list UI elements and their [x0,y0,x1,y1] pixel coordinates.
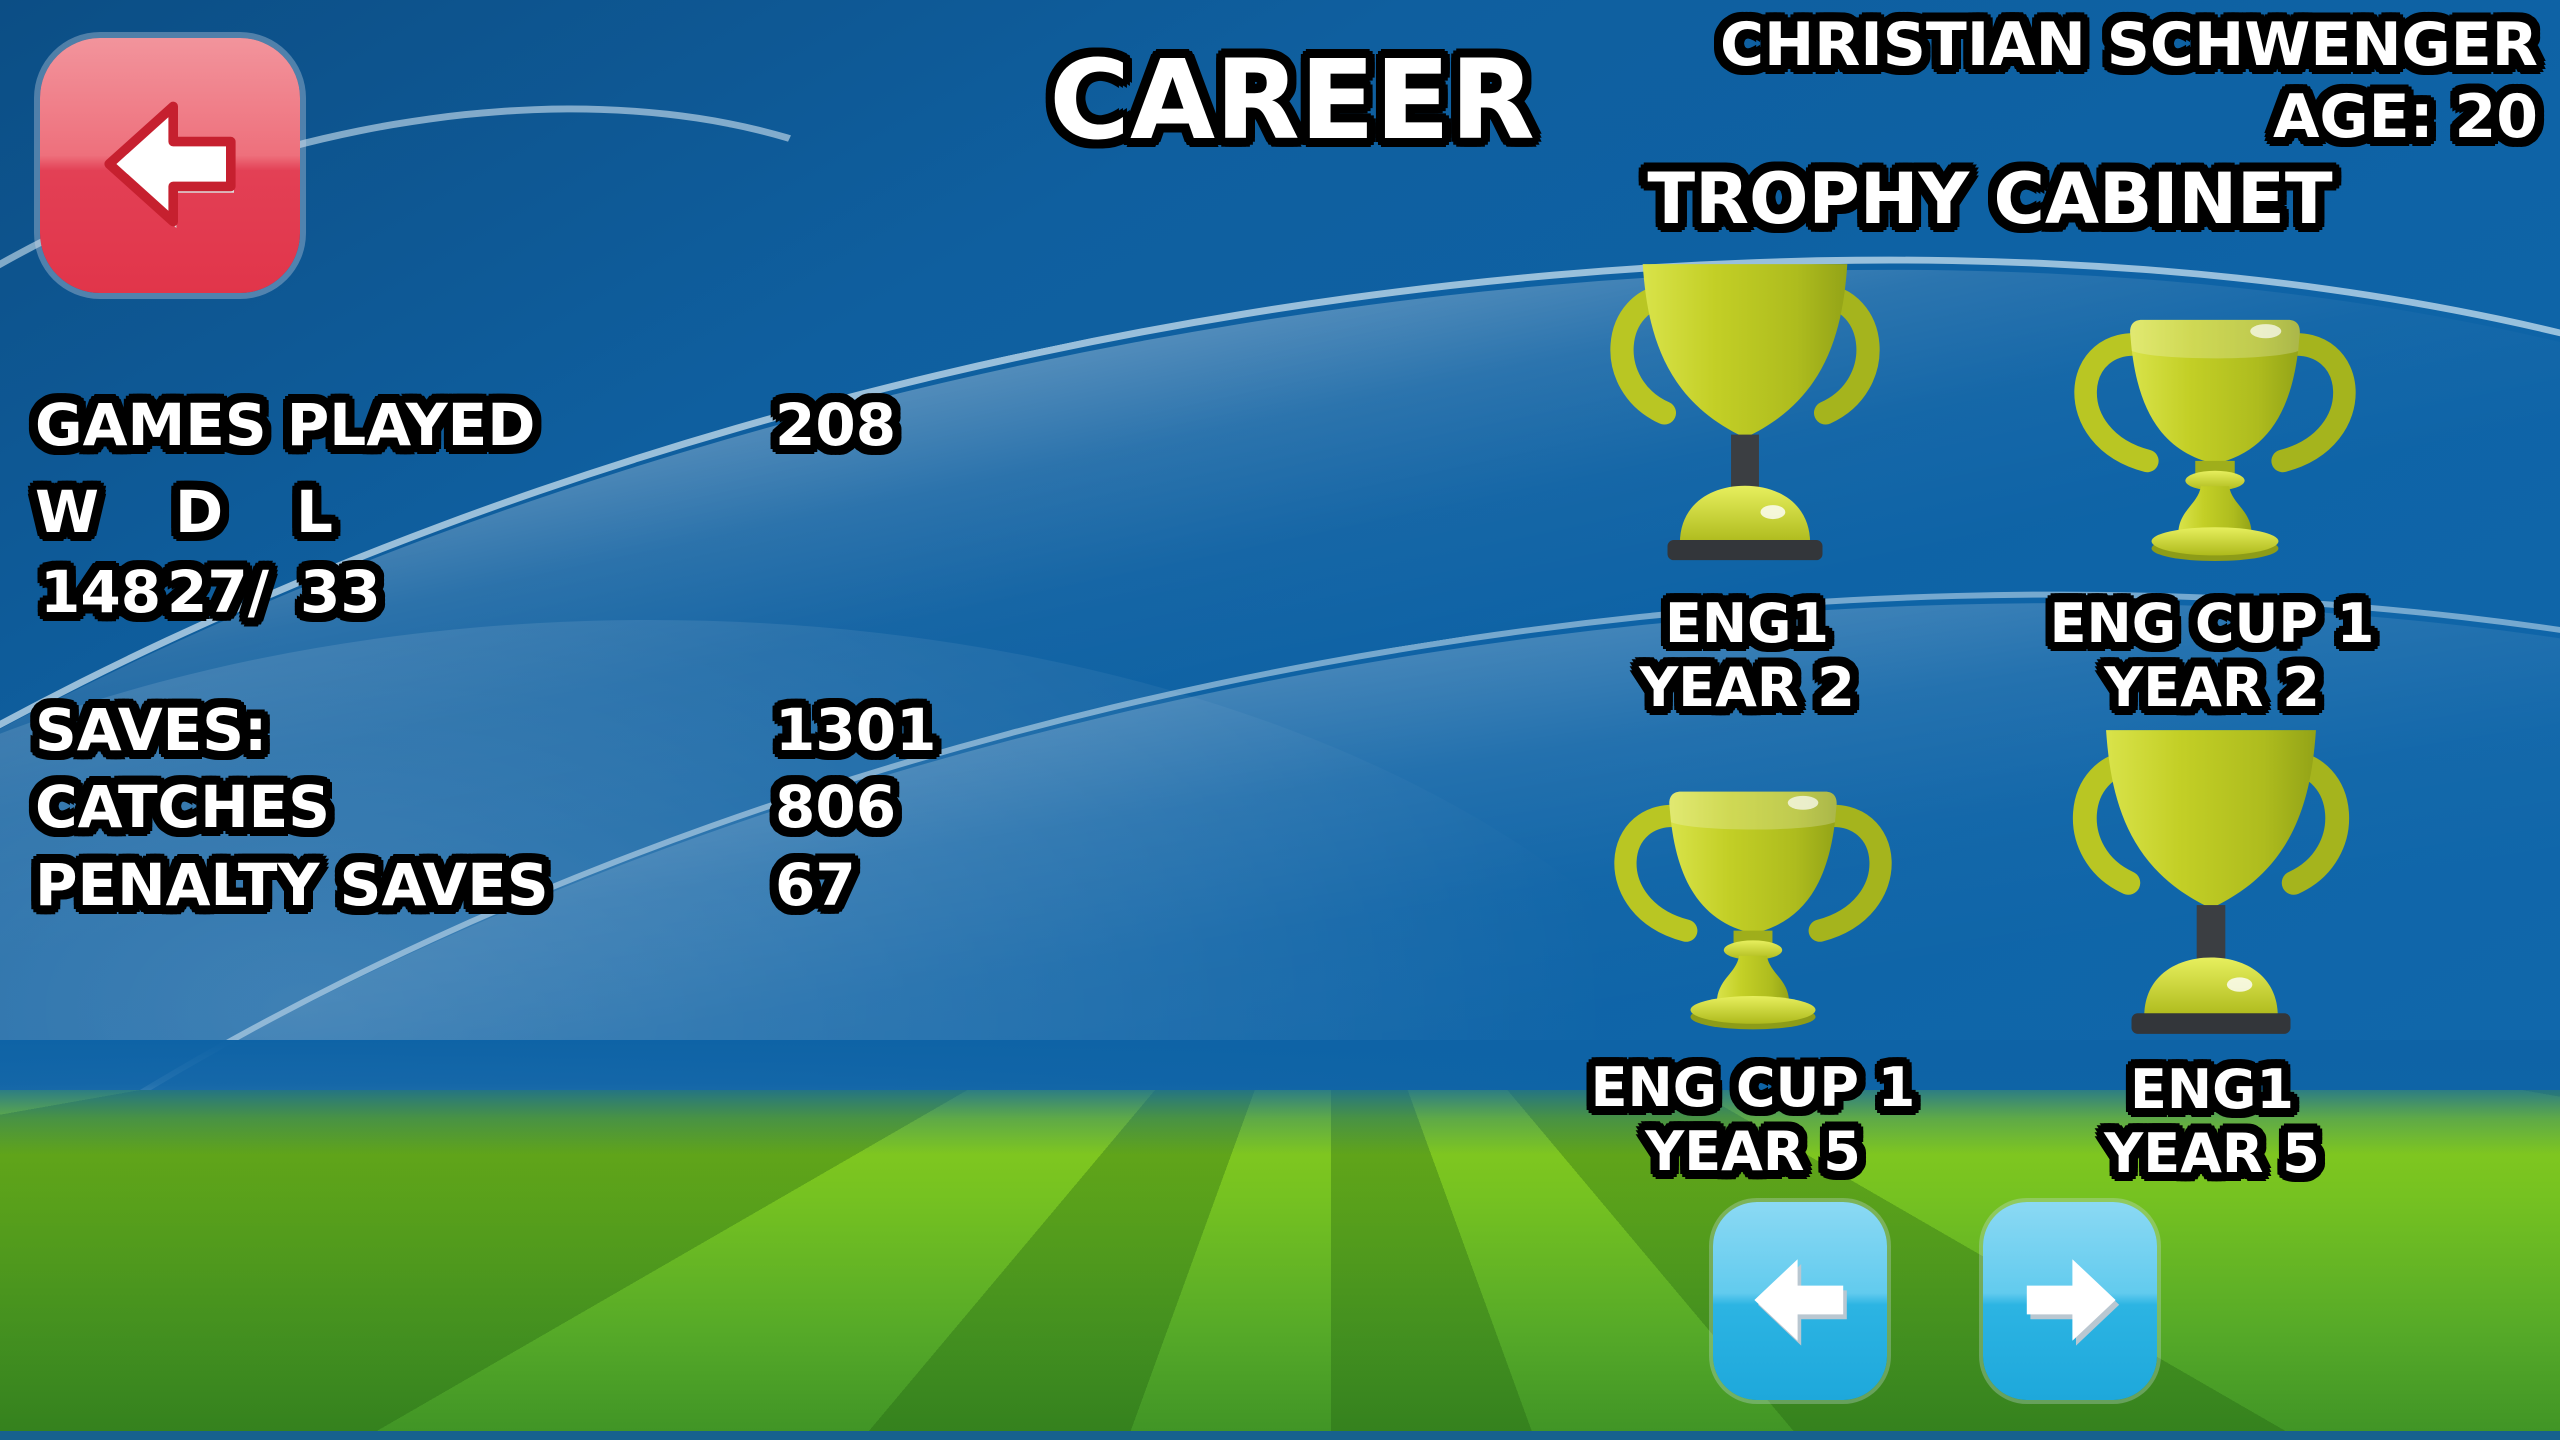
catches-label: CATCHES [35,773,331,841]
back-button[interactable] [40,38,300,293]
penalty-saves-label: PENALTY SAVES [35,851,549,919]
trophy-prev-button[interactable] [1713,1202,1887,1400]
saves-value: 1301 [775,696,937,764]
trophy-label: ENG CUP 1 YEAR 2 [1952,592,2472,720]
trophy-cabinet-heading: TROPHY CABINET [1647,158,2333,240]
losses-header: L [296,478,333,546]
player-age: AGE: 20 [2272,82,2538,152]
arrow-left-icon [90,84,250,247]
arrow-left-icon [1740,1240,1860,1363]
trophy-year: YEAR 2 [1639,656,1855,719]
draws-value: 27/ [167,558,269,626]
trophy-year: YEAR 5 [2104,1122,2320,1185]
trophy-competition: ENG CUP 1 [1590,1056,1916,1119]
player-name: CHRISTIAN SCHWENGER [1719,10,2538,80]
league-trophy-icon [1610,264,1880,561]
trophy-label: ENG CUP 1 YEAR 5 [1493,1056,2013,1184]
trophy-competition: ENG1 [2130,1058,2294,1121]
trophy-next-button[interactable] [1983,1202,2157,1400]
trophy-label: ENG1 YEAR 5 [1952,1058,2472,1186]
trophy-year: YEAR 5 [1645,1120,1861,1183]
trophy-competition: ENG1 [1665,592,1829,655]
horizon-blend [0,1040,2560,1155]
saves-label: SAVES: [35,696,268,764]
games-played-value: 208 [775,391,897,459]
cup-trophy-icon [1614,791,1892,1030]
trophy-year: YEAR 2 [2104,656,2320,719]
penalty-saves-value: 67 [775,851,856,919]
cup-trophy-icon [2074,319,2356,562]
bottom-edge-strip [0,1431,2560,1440]
page-title: CAREER [1049,36,1535,164]
trophy-competition: ENG CUP 1 [2049,592,2375,655]
draws-header: D [175,478,224,546]
losses-value: 33 [300,558,381,626]
games-played-label: GAMES PLAYED [35,391,536,459]
league-trophy-icon [2072,730,2350,1034]
catches-value: 806 [775,773,897,841]
arrow-right-icon [2010,1240,2130,1363]
wins-value: 148 [40,558,162,626]
trophy-label: ENG1 YEAR 2 [1487,592,2007,720]
wins-header: W [35,478,99,546]
